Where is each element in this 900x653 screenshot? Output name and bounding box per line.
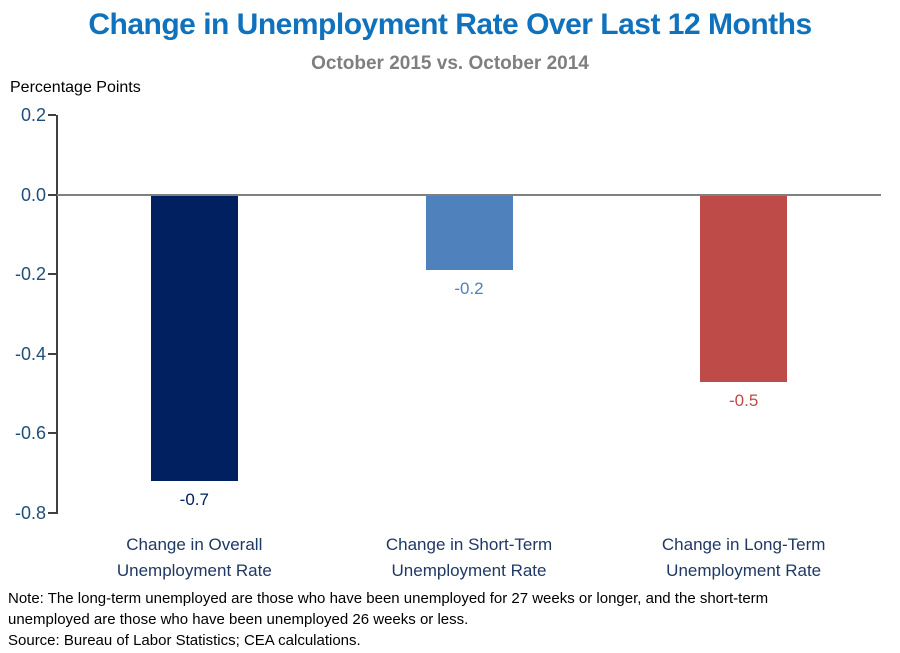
category-label: Change in Long-Term Unemployment Rate	[661, 535, 826, 580]
y-axis-tick-label: 0.0	[20, 184, 46, 205]
category-label: Change in Overall Unemployment Rate	[116, 535, 272, 580]
y-axis-tick-mark	[48, 193, 56, 196]
y-axis-tick-mark	[48, 114, 56, 116]
y-axis-tick-mark	[48, 273, 56, 276]
chart-title: Change in Unemployment Rate Over Last 12…	[88, 8, 812, 41]
y-axis-tick-mark	[48, 512, 56, 514]
y-axis-tick-label: -0.2	[14, 264, 46, 285]
zero-gridline	[57, 193, 881, 196]
y-axis-tick-mark	[48, 432, 56, 435]
bar-value-label: -0.2	[454, 279, 484, 299]
bar-2	[425, 194, 513, 271]
bar-3	[700, 194, 788, 382]
y-axis-tick-label: -0.6	[14, 423, 46, 444]
y-axis-tick-label: 0.2	[20, 105, 46, 125]
footnote-block: Note: The long-term unemployed are those…	[8, 588, 894, 651]
note-text: Note: The long-term unemployed are those…	[8, 590, 769, 628]
bar-value-label: -0.7	[179, 490, 209, 510]
y-axis-line	[56, 115, 58, 514]
y-axis-units-label: Percentage Points	[10, 79, 141, 96]
bar-value-label: -0.5	[729, 390, 759, 410]
category-label: Change in Short-Term Unemployment Rate	[385, 535, 553, 580]
y-axis-tick-label: -0.4	[14, 343, 46, 364]
chart-subtitle: October 2015 vs. October 2014	[311, 53, 589, 74]
y-axis-tick-mark	[48, 352, 56, 355]
y-axis-tick-label: -0.8	[14, 503, 46, 523]
bar-1	[150, 194, 238, 482]
source-text: Source: Bureau of Labor Statistics; CEA …	[8, 632, 361, 649]
